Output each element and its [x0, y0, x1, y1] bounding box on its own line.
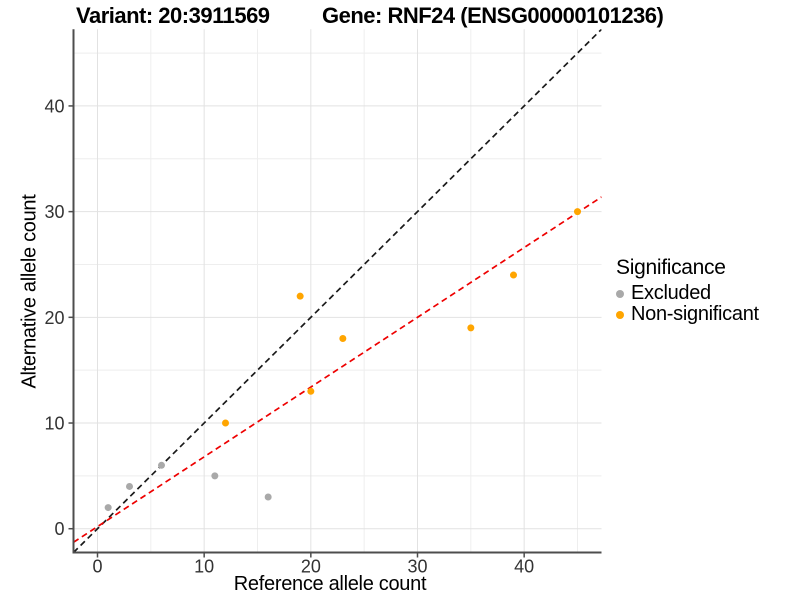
x-tick-marks	[96, 552, 525, 558]
svg-text:30: 30	[44, 202, 64, 222]
fit-line	[73, 196, 602, 544]
legend: Significance Excluded Non-significant	[616, 256, 759, 325]
data-points-non-significant	[222, 208, 581, 427]
variant-title: Variant: 20:3911569	[76, 3, 270, 28]
svg-text:40: 40	[514, 557, 534, 577]
data-point	[126, 482, 133, 490]
non-significant-dot-icon	[616, 310, 624, 319]
svg-text:0: 0	[92, 557, 102, 577]
major-gridlines	[73, 29, 602, 553]
svg-text:40: 40	[44, 96, 64, 116]
svg-text:30: 30	[407, 557, 427, 577]
data-point	[158, 461, 165, 469]
identity-line	[73, 29, 602, 553]
svg-text:20: 20	[44, 308, 64, 328]
excluded-dot-icon	[616, 289, 624, 298]
y-axis-title: Alternative allele count	[18, 194, 41, 389]
legend-label-non-significant: Non-significant	[631, 303, 759, 325]
data-points-excluded	[104, 461, 272, 512]
svg-text:10: 10	[44, 414, 64, 434]
y-tick-marks	[68, 105, 74, 530]
data-point	[264, 493, 272, 501]
gene-title: Gene: RNF24 (ENSG00000101236)	[322, 3, 664, 28]
legend-item-non-significant: Non-significant	[616, 303, 759, 325]
y-tick-labels: 0 10 20 30 40	[44, 96, 64, 539]
data-point	[296, 292, 304, 300]
x-tick-labels: 0 10 20 30 40	[92, 557, 534, 577]
svg-text:0: 0	[54, 519, 64, 539]
data-point	[222, 419, 229, 427]
legend-title: Significance	[616, 256, 726, 279]
svg-text:20: 20	[301, 557, 321, 577]
svg-text:10: 10	[194, 557, 214, 577]
data-point	[339, 334, 347, 342]
data-point	[574, 208, 581, 216]
legend-item-excluded: Excluded	[616, 282, 759, 304]
data-point	[104, 504, 112, 512]
x-axis-title: Reference allele count	[233, 573, 427, 595]
legend-label-excluded: Excluded	[631, 282, 711, 304]
data-point	[211, 472, 219, 480]
data-point	[510, 271, 517, 279]
data-point	[307, 387, 315, 395]
data-point	[467, 324, 475, 332]
